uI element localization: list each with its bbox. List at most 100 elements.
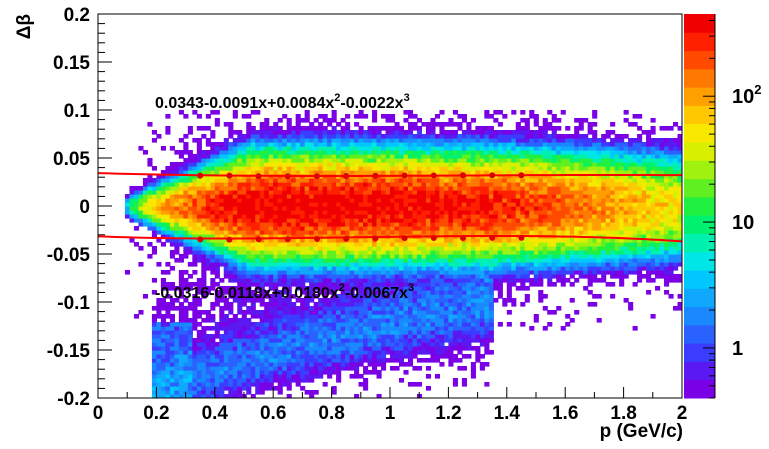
heat-cell bbox=[151, 378, 157, 383]
heat-cell bbox=[358, 254, 364, 259]
heat-cell bbox=[394, 314, 400, 319]
heat-cell bbox=[214, 234, 220, 239]
heat-cell bbox=[331, 354, 337, 359]
heat-cell bbox=[174, 198, 180, 203]
heat-cell bbox=[237, 322, 243, 327]
heat-cell bbox=[282, 346, 288, 351]
heat-cell bbox=[448, 222, 454, 227]
heat-cell bbox=[129, 238, 135, 243]
heat-cell bbox=[250, 342, 256, 347]
heat-cell bbox=[381, 274, 387, 279]
heat-cell bbox=[250, 222, 256, 227]
heat-cell bbox=[151, 314, 157, 319]
heat-cell bbox=[205, 338, 211, 343]
heat-cell bbox=[372, 258, 378, 263]
heat-cell bbox=[515, 250, 521, 255]
heat-cell bbox=[345, 278, 351, 283]
heat-cell bbox=[394, 334, 400, 339]
heat-cell bbox=[300, 162, 306, 167]
heat-cell bbox=[268, 346, 274, 351]
heat-cell bbox=[291, 242, 297, 247]
heat-cell bbox=[183, 322, 189, 327]
heat-cell bbox=[322, 178, 328, 183]
heat-cell bbox=[358, 354, 364, 359]
heat-cell bbox=[461, 282, 467, 287]
heat-cell bbox=[331, 362, 337, 367]
heat-cell bbox=[300, 290, 306, 295]
heat-cell bbox=[241, 338, 247, 343]
heat-cell bbox=[277, 294, 283, 299]
heat-cell bbox=[318, 318, 324, 323]
heat-cell bbox=[237, 178, 243, 183]
heat-cell bbox=[273, 262, 279, 267]
heat-cell bbox=[259, 214, 265, 219]
heat-cell bbox=[219, 162, 225, 167]
heat-cell bbox=[214, 158, 220, 163]
heat-cell bbox=[295, 246, 301, 251]
heat-cell bbox=[457, 286, 463, 291]
heat-cell bbox=[430, 346, 436, 351]
heat-cell bbox=[250, 238, 256, 243]
heat-cell bbox=[394, 218, 400, 223]
heat-cell bbox=[304, 230, 310, 235]
heat-cell bbox=[479, 150, 485, 155]
heat-cell bbox=[273, 130, 279, 135]
heat-cell bbox=[385, 154, 391, 159]
heat-cell bbox=[187, 358, 193, 363]
heat-cell bbox=[367, 250, 373, 255]
heat-cell bbox=[304, 242, 310, 247]
heat-cell bbox=[286, 118, 292, 123]
heat-cell bbox=[304, 298, 310, 303]
heat-cell bbox=[291, 210, 297, 215]
heat-cell bbox=[318, 214, 324, 219]
heat-cell bbox=[178, 234, 184, 239]
heat-cell bbox=[394, 342, 400, 347]
heat-cell bbox=[430, 270, 436, 275]
heat-cell bbox=[425, 162, 432, 167]
heat-cell bbox=[358, 202, 364, 207]
heat-cell bbox=[286, 158, 292, 163]
heat-cell bbox=[439, 306, 445, 311]
heat-cell bbox=[363, 242, 369, 247]
heat-cell bbox=[416, 250, 423, 255]
heat-cell bbox=[466, 198, 472, 203]
heat-cell bbox=[268, 258, 274, 263]
heat-cell bbox=[349, 182, 355, 187]
heat-cell bbox=[479, 310, 485, 315]
heat-cell bbox=[452, 134, 458, 139]
heat-cell bbox=[381, 170, 387, 175]
heat-cell bbox=[479, 254, 485, 259]
heat-cell bbox=[403, 198, 409, 203]
heat-cell bbox=[372, 310, 378, 315]
heat-cell bbox=[201, 206, 207, 211]
heat-cell bbox=[493, 226, 499, 231]
heat-cell bbox=[165, 178, 171, 183]
heat-cell bbox=[232, 314, 238, 319]
heat-cell bbox=[484, 190, 490, 195]
heat-cell bbox=[313, 154, 319, 159]
heat-cell bbox=[259, 278, 265, 283]
heat-cell bbox=[309, 130, 315, 135]
heat-cell bbox=[349, 298, 355, 303]
heat-cell bbox=[327, 310, 333, 315]
heat-cell bbox=[457, 162, 463, 167]
heat-cell bbox=[178, 310, 184, 315]
heat-cell bbox=[300, 258, 306, 263]
heat-cell bbox=[228, 202, 234, 207]
heat-cell bbox=[434, 374, 441, 379]
heat-cell bbox=[268, 354, 274, 359]
heat-cell bbox=[448, 146, 454, 151]
heat-cell bbox=[241, 334, 247, 339]
heat-cell bbox=[264, 206, 270, 211]
heat-cell bbox=[439, 134, 445, 139]
heat-cell bbox=[345, 346, 351, 351]
heat-cell bbox=[407, 166, 414, 171]
heat-cell bbox=[407, 310, 414, 315]
heat-cell bbox=[259, 390, 265, 395]
heat-cell bbox=[210, 142, 216, 147]
heat-cell bbox=[160, 218, 166, 223]
heat-cell bbox=[322, 202, 328, 207]
heat-cell bbox=[327, 170, 333, 175]
heat-cell bbox=[439, 286, 445, 291]
heat-cell bbox=[241, 250, 247, 255]
